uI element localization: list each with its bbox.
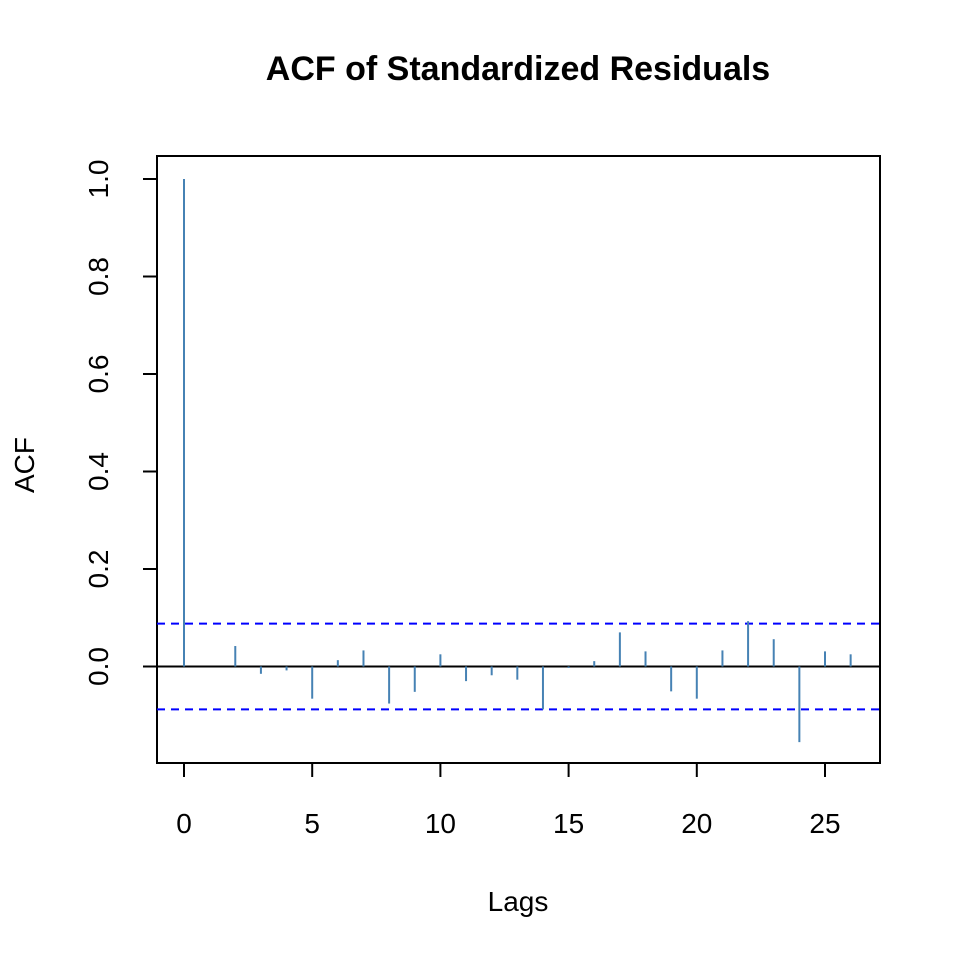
y-tick-label-0.2: 0.2: [83, 550, 114, 589]
x-tick-label-25: 25: [809, 808, 840, 839]
x-tick-label-10: 10: [425, 808, 456, 839]
y-axis-label: ACF: [9, 437, 40, 493]
chart-marks: 0 5 10 15 20 25 0.0 0.2 0.4 0.6 0.8 1.0: [83, 155, 881, 839]
y-tick-label-0.4: 0.4: [83, 452, 114, 491]
y-tick-label-0.8: 0.8: [83, 257, 114, 296]
x-tick-label-15: 15: [553, 808, 584, 839]
x-axis-label: Lags: [488, 886, 549, 917]
x-tick-label-0: 0: [176, 808, 192, 839]
chart-title: ACF of Standardized Residuals: [266, 50, 770, 88]
x-tick-label-5: 5: [304, 808, 320, 839]
y-tick-label-1: 1.0: [83, 160, 114, 199]
y-tick-label-0.6: 0.6: [83, 355, 114, 394]
y-tick-label-0: 0.0: [83, 647, 114, 686]
plot-frame: [156, 155, 881, 764]
x-tick-label-20: 20: [681, 808, 712, 839]
